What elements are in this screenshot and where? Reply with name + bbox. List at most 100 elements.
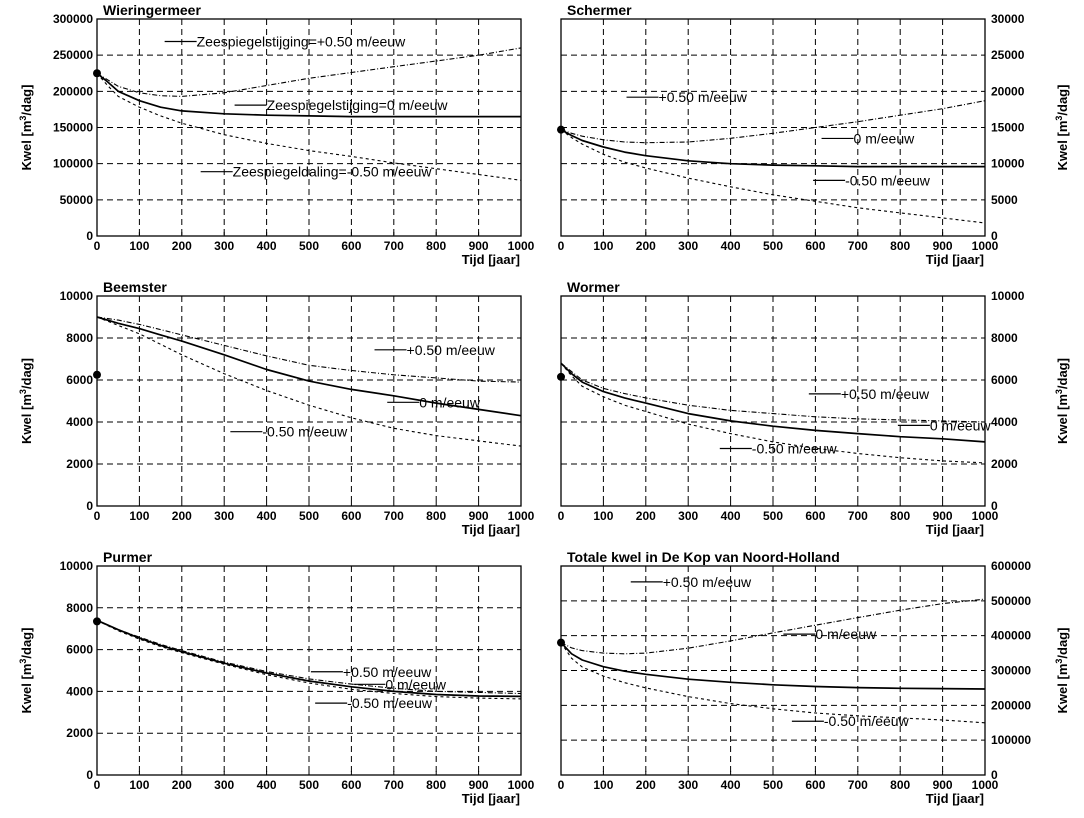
x-tick-label: 500 [763, 509, 783, 523]
x-axis-label: Tijd [jaar] [926, 252, 984, 267]
y-tick-label: 100000 [991, 733, 1031, 747]
y-tick-label: 0 [86, 229, 93, 243]
x-tick-label: 200 [636, 778, 656, 792]
x-tick-label: 900 [469, 239, 489, 253]
x-tick-label: 300 [214, 778, 234, 792]
y-tick-label: 2000 [66, 457, 93, 471]
series-annotation-1: +0.50 m/eeuw [663, 574, 752, 590]
y-tick-label: 50000 [60, 193, 94, 207]
y-tick-label: 4000 [66, 684, 93, 698]
y-tick-label: 8000 [991, 331, 1018, 345]
series-annotation-1: Zeespiegelstijging=+0.50 m/eeuw [197, 33, 406, 49]
x-tick-label: 300 [678, 239, 698, 253]
start-point-marker [557, 372, 565, 381]
series-line-2 [560, 642, 986, 690]
x-tick-label: 800 [890, 509, 910, 523]
x-tick-label: 600 [341, 778, 361, 792]
x-tick-label: 200 [636, 239, 656, 253]
start-point-marker [93, 617, 101, 626]
series-annotation-2: 0 m/eeuw [815, 626, 877, 642]
x-tick-label: 500 [299, 239, 319, 253]
x-tick-label: 300 [678, 509, 698, 523]
x-tick-label: 900 [933, 778, 953, 792]
start-point-marker [557, 638, 565, 647]
y-tick-label: 8000 [66, 331, 93, 345]
series-line-1 [96, 47, 522, 97]
x-tick-label: 500 [299, 509, 319, 523]
y-axis-label: Kwel [m3/dag] [18, 628, 34, 714]
series-annotation-2: 0 m/eeuw [854, 130, 916, 146]
x-tick-label: 0 [558, 778, 565, 792]
y-tick-label: 10000 [991, 289, 1025, 303]
y-tick-label: 15000 [991, 121, 1025, 135]
x-tick-label: 1000 [508, 778, 535, 792]
x-tick-label: 300 [214, 239, 234, 253]
x-tick-label: 200 [172, 509, 192, 523]
x-tick-label: 800 [890, 778, 910, 792]
x-tick-label: 100 [593, 778, 613, 792]
x-tick-label: 500 [763, 239, 783, 253]
y-tick-label: 10000 [60, 559, 94, 573]
x-tick-label: 1000 [972, 239, 999, 253]
series-annotation-1: +0.50 m/eeuw [659, 89, 748, 105]
chart-panel-4: 0 100 200 300 400 500 600 700 800 900 100002000400… [557, 279, 1070, 537]
y-tick-label: 5000 [991, 193, 1018, 207]
x-tick-label: 100 [593, 509, 613, 523]
x-tick-label: 700 [848, 239, 868, 253]
x-tick-label: 0 [94, 239, 101, 253]
y-tick-label: 150000 [53, 121, 93, 135]
x-tick-label: 0 [94, 509, 101, 523]
chart-panel-2: 0 100 200 300 400 500 600 700 800 900 100005000100… [557, 2, 1070, 267]
y-tick-label: 6000 [66, 373, 93, 387]
y-tick-label: 200000 [991, 698, 1031, 712]
y-axis-label: Kwel [m3/dag] [1054, 85, 1070, 171]
y-tick-label: 0 [86, 768, 93, 782]
x-tick-label: 0 [558, 239, 565, 253]
x-tick-label: 700 [384, 509, 404, 523]
series-annotation-3: -0.50 m/eeuw [347, 695, 433, 711]
x-tick-label: 100 [129, 778, 149, 792]
y-tick-label: 0 [991, 229, 998, 243]
y-tick-label: 500000 [991, 594, 1031, 608]
y-tick-label: 300000 [991, 664, 1031, 678]
series-annotation-3: -0.50 m/eeuw [845, 172, 931, 188]
x-axis-label: Tijd [jaar] [926, 791, 984, 806]
series-line-2 [96, 619, 522, 698]
y-tick-label: 10000 [991, 157, 1025, 171]
series-line-2 [96, 316, 522, 417]
series-line-2 [96, 72, 521, 118]
series-annotation-3: -0.50 m/eeuw [262, 424, 348, 440]
series-annotation-3: -0.50 m/eeuw [752, 441, 838, 457]
series-annotation-2: Zeespiegelstijging=0 m/eeuw [267, 97, 449, 113]
x-tick-label: 700 [384, 239, 404, 253]
x-axis-label: Tijd [jaar] [462, 252, 520, 267]
y-tick-label: 200000 [53, 84, 93, 98]
x-tick-label: 500 [299, 778, 319, 792]
x-tick-label: 0 [94, 778, 101, 792]
y-axis-label: Kwel [m3/dag] [18, 358, 34, 444]
x-tick-label: 200 [636, 509, 656, 523]
x-tick-label: 200 [172, 778, 192, 792]
x-tick-label: 600 [341, 239, 361, 253]
y-tick-label: 6000 [66, 643, 93, 657]
x-tick-label: 400 [721, 239, 741, 253]
series-annotation-3: -0.50 m/eeuw [824, 713, 910, 729]
chart-panel-1: 0 100 200 300 400 500 600 700 800 900 1000 0 50000 10… [18, 2, 535, 267]
series-line-3 [560, 642, 986, 724]
x-tick-label: 900 [933, 239, 953, 253]
chart-panel-5: 0 100 200 300 400 500 600 700 800 900 100002000400… [18, 549, 535, 806]
x-tick-label: 300 [678, 778, 698, 792]
start-point-marker [557, 125, 565, 134]
panel-title: Totale kwel in De Kop van Noord-Holland [567, 549, 840, 565]
y-tick-label: 300000 [53, 12, 93, 26]
y-tick-label: 10000 [60, 289, 94, 303]
x-axis-label: Tijd [jaar] [462, 791, 520, 806]
series-annotation-1: +0.50 m/eeuw [343, 664, 432, 680]
y-tick-label: 250000 [53, 48, 93, 62]
x-tick-label: 900 [469, 509, 489, 523]
x-tick-label: 1000 [508, 239, 535, 253]
series-line-2 [560, 128, 985, 168]
series-line-3 [96, 619, 522, 700]
x-tick-label: 400 [721, 778, 741, 792]
